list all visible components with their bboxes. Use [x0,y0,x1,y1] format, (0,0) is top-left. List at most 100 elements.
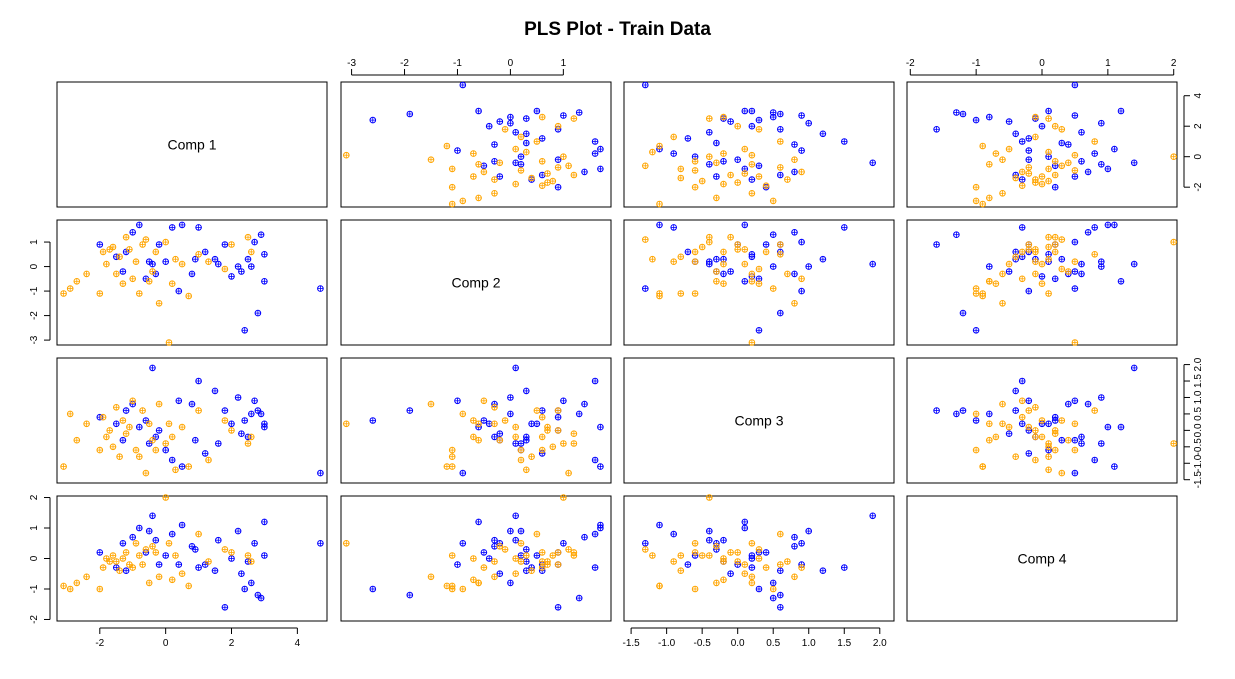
data-point [145,420,153,428]
data-point [113,270,120,278]
data-point [122,430,130,438]
data-point [1117,107,1125,115]
data-point [972,410,980,418]
data-point [517,527,525,535]
data-point [343,540,350,547]
data-point [1018,176,1026,183]
data-point [1005,260,1013,268]
data-point [221,241,229,248]
data-point [798,275,805,283]
data-point [999,270,1006,278]
data-point [1051,275,1059,283]
data-point [777,171,784,179]
data-point [549,177,557,185]
data-point [741,145,749,153]
data-point [713,579,720,587]
panel-frame [340,81,612,208]
data-point [1005,430,1013,438]
data-point [1058,417,1066,424]
data-point [713,255,720,263]
data-point [533,138,541,145]
data-point [496,173,504,180]
data-point [96,446,104,454]
panel-frame [340,357,612,484]
data-point [162,440,169,447]
data-point [99,248,107,256]
data-point [999,300,1006,307]
data-point [122,407,130,414]
data-point [691,158,699,165]
data-point [784,176,791,183]
data-point [691,290,699,297]
data-point [777,604,784,611]
data-point [1038,173,1046,180]
data-point [406,110,414,118]
data-point [512,512,520,520]
data-point [1091,224,1098,231]
data-point [581,168,588,176]
data-point [512,423,520,431]
data-point [748,122,756,130]
data-point [162,494,169,501]
data-point [1032,113,1039,121]
data-point [149,543,156,550]
data-point [570,171,578,179]
data-point [1038,260,1046,268]
data-point [755,280,763,288]
data-point [443,582,451,590]
data-point [248,263,255,270]
data-point [720,558,727,565]
y-tick-label: 0.5 [1193,407,1204,421]
data-point [234,263,242,270]
x-tick-label: 4 [295,638,301,649]
data-point [195,564,202,571]
data-point [748,339,756,346]
data-point [512,364,520,372]
data-point [706,527,713,535]
data-point [1005,268,1013,275]
data-point [152,433,160,441]
data-point [168,576,176,584]
data-point [748,573,756,581]
data-point [791,543,798,550]
data-point [96,585,104,593]
data-point [244,233,252,241]
data-point [1071,397,1079,405]
data-point [642,236,649,243]
data-point [317,540,324,547]
data-point [691,585,699,593]
data-point [343,151,350,159]
data-point [677,253,685,261]
data-point [257,594,265,602]
data-point [517,167,525,174]
data-point [168,530,176,538]
data-point [491,558,498,565]
y-tick-label: 0 [1193,153,1204,159]
data-point [1025,135,1033,142]
data-point [517,456,525,464]
data-point [748,552,756,559]
data-point [470,433,477,441]
panel-frame [623,219,895,346]
data-point [972,290,980,297]
data-point [798,168,805,176]
data-point [501,546,509,553]
data-point [560,397,567,405]
data-point [251,238,258,246]
panel-frame [623,357,895,484]
data-point [129,564,136,571]
panel-frame [623,495,895,622]
data-point [1045,233,1052,241]
data-point [544,179,551,186]
data-point [769,109,777,116]
data-point [175,397,183,405]
data-point [448,453,456,461]
data-point [734,156,742,163]
data-point [560,153,567,160]
data-point [152,549,160,556]
data-point [591,564,599,571]
data-point [1045,290,1052,297]
data-point [1084,229,1092,236]
data-point [248,410,255,418]
data-point [228,427,235,434]
